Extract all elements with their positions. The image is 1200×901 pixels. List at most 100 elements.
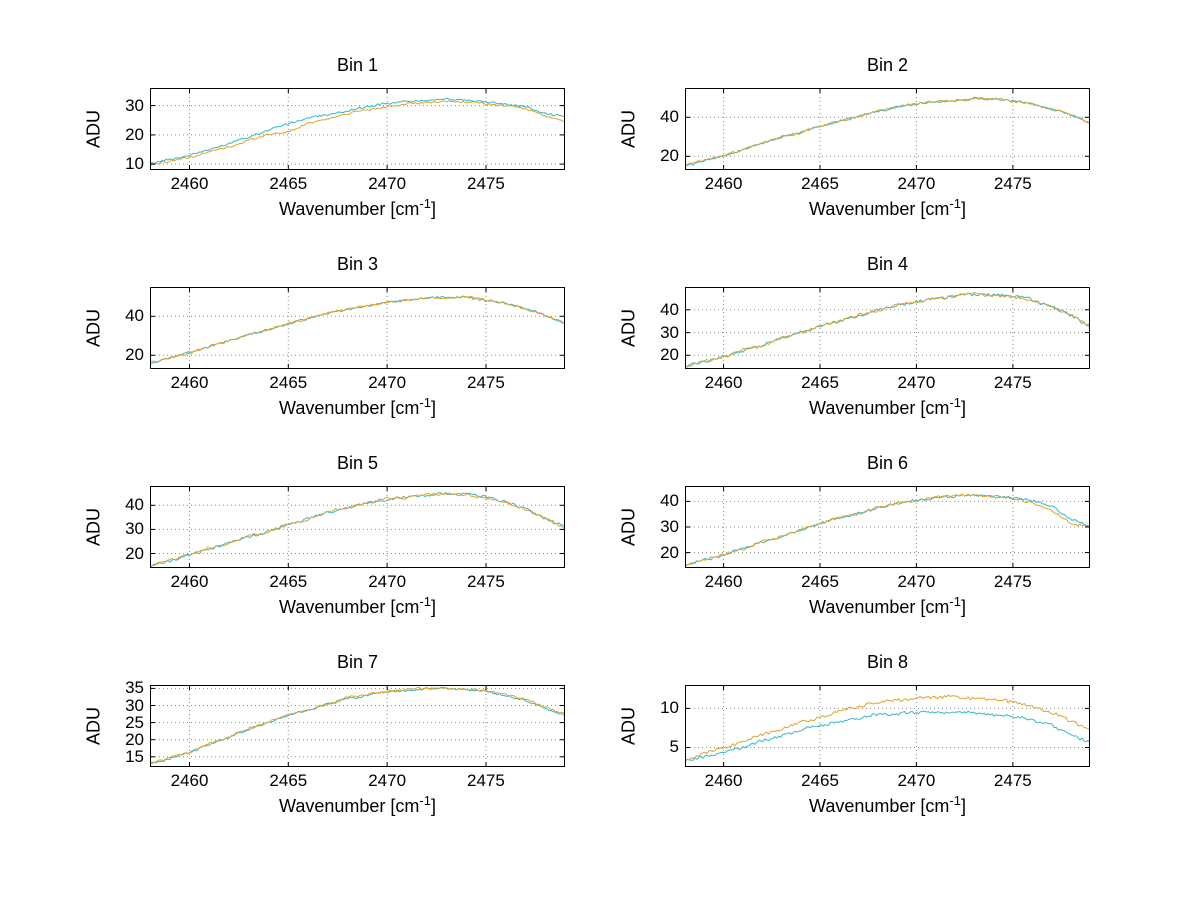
subplot-bin-3: Bin 3 ADU Wavenumber [cm-1] 2460 2465 2470… <box>84 254 565 418</box>
x-axis-label-text: Wavenumber [cm <box>279 796 420 816</box>
y-tick-label: 10 <box>125 154 144 174</box>
x-tick-label: 2475 <box>467 771 505 790</box>
x-axis-label-superscript: -1 <box>949 793 961 808</box>
x-tick-label: 2475 <box>993 174 1032 193</box>
x-axis-label-text: ] <box>430 398 436 418</box>
x-axis-label-text: Wavenumber [cm <box>809 398 950 418</box>
y-tick-label: 35 <box>125 678 144 698</box>
x-axis-label-superscript: -1 <box>419 395 431 410</box>
y-tick-label: 5 <box>669 737 679 757</box>
x-axis-label: Wavenumber [cm-1] <box>150 594 565 618</box>
x-tick-label: 2475 <box>467 373 505 392</box>
plot-canvas <box>150 287 565 369</box>
x-tick-label: 2460 <box>704 174 743 193</box>
x-tick-label: 2465 <box>801 771 839 790</box>
y-tick-label: 30 <box>125 519 144 539</box>
x-axis-label: Wavenumber [cm-1] <box>685 793 1090 817</box>
x-tick-label: 2475 <box>993 771 1032 790</box>
y-tick-label: 15 <box>125 746 144 766</box>
x-tick-label: 2475 <box>467 572 505 591</box>
subplot-title: Bin 5 <box>336 453 379 473</box>
x-tick-label: 2460 <box>170 572 209 591</box>
x-tick-label: 2470 <box>897 572 936 591</box>
y-axis-label: ADU <box>83 707 104 746</box>
series-line-orange <box>685 97 1090 166</box>
subplot-bin-8: Bin 8 ADU Wavenumber [cm-1] 2460 2465 2470… <box>619 652 1090 816</box>
plot-canvas <box>150 486 565 568</box>
series-line-orange <box>685 694 1090 761</box>
subplot-bin-1: Bin 1 ADU Wavenumber [cm-1] 2460 2465 2470… <box>84 55 565 219</box>
y-tick-label: 40 <box>125 495 144 515</box>
y-tick-label: 20 <box>125 345 144 365</box>
x-axis-label-superscript: -1 <box>419 196 431 211</box>
x-tick-label: 2465 <box>801 174 839 193</box>
plot-canvas <box>685 685 1090 767</box>
x-axis-label-superscript: -1 <box>419 594 431 609</box>
axes-box <box>685 88 1090 170</box>
y-tick-label: 30 <box>660 517 679 536</box>
x-axis-label-text: ] <box>960 398 966 418</box>
plot-canvas <box>685 88 1090 170</box>
axes-box <box>685 685 1090 767</box>
y-tick-label: 40 <box>660 107 679 127</box>
y-tick-label: 30 <box>660 322 679 342</box>
subplot-title: Bin 2 <box>866 55 909 75</box>
series-line-cyan <box>150 97 565 164</box>
y-axis-label: ADU <box>618 707 639 746</box>
x-axis-label-text: Wavenumber [cm <box>809 199 950 219</box>
y-tick-label: 40 <box>660 299 679 319</box>
x-tick-label: 2470 <box>897 174 936 193</box>
y-axis-label: ADU <box>618 508 639 547</box>
axes-box <box>685 287 1090 369</box>
x-axis-label: Wavenumber [cm-1] <box>150 793 565 817</box>
plot-canvas <box>685 287 1090 369</box>
x-axis-label: Wavenumber [cm-1] <box>685 196 1090 220</box>
subplot-title: Bin 1 <box>336 55 379 75</box>
axes-box <box>150 287 565 369</box>
series-line-cyan <box>685 710 1090 763</box>
series-line-orange <box>150 295 565 363</box>
x-tick-label: 2470 <box>897 373 936 392</box>
series-line-orange <box>150 100 565 166</box>
x-tick-label: 2465 <box>269 174 308 193</box>
x-tick-label: 2475 <box>467 174 505 193</box>
x-tick-label: 2460 <box>170 174 209 193</box>
x-tick-label: 2470 <box>368 572 407 591</box>
axes-box <box>150 88 565 170</box>
series-line-cyan <box>150 686 565 765</box>
series-line-orange <box>685 493 1090 566</box>
axes-box <box>150 685 565 767</box>
x-axis-label-text: Wavenumber [cm <box>279 398 420 418</box>
x-axis-label-text: Wavenumber [cm <box>809 796 950 816</box>
subplot-bin-5: Bin 5 ADU Wavenumber [cm-1] 2460 2465 2470… <box>84 453 565 617</box>
x-axis-label-text: ] <box>960 199 966 219</box>
y-axis-label: ADU <box>83 508 104 547</box>
y-axis-label: ADU <box>83 110 104 149</box>
x-tick-label: 2465 <box>269 771 308 790</box>
x-tick-label: 2465 <box>801 572 839 591</box>
series-line-orange <box>150 686 565 764</box>
x-axis-label-superscript: -1 <box>949 594 961 609</box>
axes-box <box>150 486 565 568</box>
subplot-title: Bin 8 <box>866 652 909 672</box>
series-line-cyan <box>150 492 565 567</box>
x-tick-label: 2470 <box>368 373 407 392</box>
series-line-cyan <box>685 96 1090 167</box>
y-axis-label: ADU <box>618 110 639 149</box>
x-axis-label-text: ] <box>430 199 436 219</box>
y-tick-label: 20 <box>125 124 144 144</box>
x-axis-label: Wavenumber [cm-1] <box>685 395 1090 419</box>
y-axis-label: ADU <box>618 309 639 348</box>
x-tick-label: 2460 <box>704 572 743 591</box>
y-tick-label: 20 <box>660 542 679 562</box>
x-axis-label-text: ] <box>960 796 966 816</box>
x-tick-label: 2465 <box>269 572 308 591</box>
x-axis-label-superscript: -1 <box>419 793 431 808</box>
x-tick-label: 2475 <box>993 373 1032 392</box>
x-tick-label: 2470 <box>368 174 407 193</box>
subplot-bin-6: Bin 6 ADU Wavenumber [cm-1] 2460 2465 2470… <box>619 453 1090 617</box>
x-tick-label: 2475 <box>993 572 1032 591</box>
plot-canvas <box>685 486 1090 568</box>
x-axis-label-text: Wavenumber [cm <box>809 597 950 617</box>
